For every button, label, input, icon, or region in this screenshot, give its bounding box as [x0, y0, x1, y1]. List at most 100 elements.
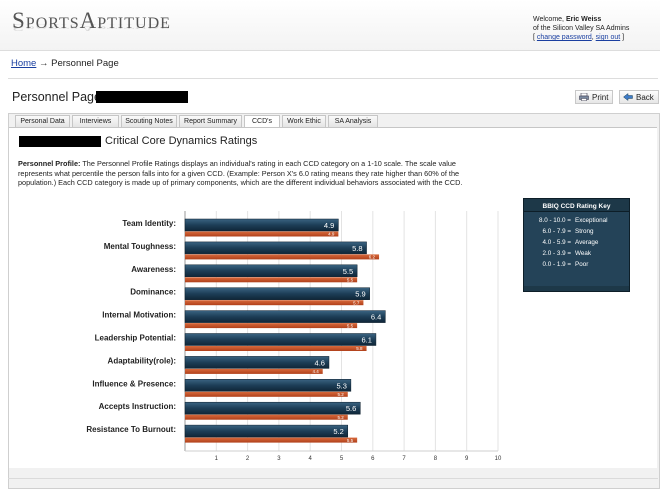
secondary-bar-value: 5.2: [337, 392, 344, 397]
organization-line: of the Silicon Valley SA Admins: [533, 25, 630, 32]
rating-label: Strong: [575, 228, 594, 235]
rating-label: Exceptional: [575, 217, 608, 224]
primary-bar: [184, 356, 330, 369]
tab-report-summary[interactable]: Report Summary: [179, 115, 242, 127]
secondary-bar-value: 5.2: [337, 415, 344, 420]
x-tick-label: 1: [215, 456, 219, 462]
category-label: Dominance:: [130, 288, 176, 297]
breadcrumb-divider: [8, 78, 658, 79]
primary-bar: [184, 264, 358, 278]
secondary-bar-value: 6.2: [369, 255, 376, 260]
rating-key-title: BBIQ CCD Rating Key: [542, 203, 611, 210]
breadcrumb-arrow: →: [38, 58, 49, 69]
primary-bar: [184, 379, 352, 392]
breadcrumb-home-link[interactable]: Home: [11, 58, 37, 69]
welcome-line: Welcome, Eric Weiss: [533, 15, 629, 24]
tab-work-ethic[interactable]: Work Ethic: [282, 115, 326, 127]
primary-bar: [184, 310, 386, 323]
secondary-bar: [185, 300, 364, 306]
x-tick-label: 7: [402, 456, 406, 462]
primary-bar-value: 5.6: [346, 404, 356, 413]
rating-label: Average: [575, 239, 599, 246]
secondary-bar: [185, 346, 367, 351]
tab-personal-data[interactable]: Personal Data: [15, 115, 70, 127]
print-label: Print: [592, 93, 609, 102]
back-arrow-icon: [623, 92, 633, 102]
rating-range: 0.0 - 1.9 =: [542, 261, 571, 268]
rating-range: 6.0 - 7.9 =: [542, 228, 571, 235]
personnel-profile-description: Personnel Profile: The Personnel Profile…: [18, 159, 473, 188]
x-tick-label: 8: [434, 456, 438, 462]
section-title: Critical Core Dynamics Ratings: [105, 135, 258, 147]
breadcrumb-current: Personnel Page: [51, 58, 119, 69]
back-button[interactable]: Back: [619, 90, 659, 104]
primary-bar-value: 4.9: [324, 221, 334, 230]
secondary-bar-value: 4.9: [328, 232, 335, 237]
rating-range: 2.0 - 3.9 =: [542, 250, 571, 257]
secondary-bar-value: 5.5: [347, 278, 354, 283]
category-label: Internal Motivation:: [102, 311, 176, 320]
welcome-prefix: Welcome,: [533, 16, 566, 23]
profile-text: The Personnel Profile Ratings displays a…: [18, 159, 463, 187]
secondary-bar: [185, 391, 348, 397]
rating-key-rows: 8.0 - 10.0 = Exceptional 6.0 - 7.9 = Stron…: [524, 211, 629, 286]
redacted-section-name: [19, 136, 101, 147]
primary-bar-value: 5.2: [333, 427, 343, 436]
secondary-bar: [185, 414, 348, 420]
site-header: SportsAptitude SportsAptitude Welcome, E…: [0, 0, 660, 51]
primary-bar-value: 4.6: [315, 358, 325, 367]
secondary-bar: [185, 323, 358, 329]
category-label: Adaptability(role):: [108, 356, 176, 365]
sportsaptitude-logo[interactable]: SportsAptitude: [12, 8, 171, 33]
category-label: Team Identity:: [122, 219, 176, 228]
tab-interviews[interactable]: Interviews: [72, 115, 119, 127]
rating-range: 8.0 - 10.0 =: [538, 217, 571, 224]
secondary-bar-value: 5.5: [347, 323, 354, 328]
x-tick-label: 2: [246, 456, 250, 462]
primary-bar-value: 6.1: [361, 336, 371, 345]
profile-label: Personnel Profile:: [18, 159, 81, 168]
page-title: Personnel Page:: [12, 90, 105, 104]
secondary-bar-value: 5.8: [356, 346, 363, 351]
primary-bar-value: 5.5: [343, 267, 353, 276]
x-tick-label: 9: [465, 456, 469, 462]
redacted-name: [96, 91, 188, 103]
tab-scouting-notes[interactable]: Scouting Notes: [121, 115, 177, 127]
x-tick-label: 6: [371, 456, 375, 462]
sign-out-link[interactable]: sign out: [595, 34, 621, 41]
secondary-bar-value: 5.5: [347, 438, 354, 443]
secondary-bar: [185, 277, 358, 283]
x-tick-label: 4: [309, 456, 313, 462]
secondary-bar: [185, 368, 323, 374]
secondary-bar: [185, 231, 339, 237]
tab-ccds[interactable]: CCD's: [244, 115, 280, 127]
primary-bar-value: 5.3: [336, 381, 346, 390]
rating-range: 4.0 - 5.9 =: [542, 239, 571, 246]
category-label: Influence & Presence:: [92, 379, 176, 388]
rating-label: Weak: [575, 250, 591, 257]
x-tick-label: 3: [277, 456, 281, 462]
x-tick-label: 10: [495, 456, 502, 462]
secondary-bar-value: 5.7: [353, 300, 360, 305]
rating-label: Poor: [575, 261, 589, 268]
primary-bar: [184, 241, 367, 255]
primary-bar-value: 5.8: [352, 244, 362, 253]
primary-bar: [184, 287, 370, 300]
breadcrumb: Home → Personnel Page: [11, 58, 119, 69]
primary-bar: [184, 333, 377, 346]
printer-icon: [579, 92, 589, 102]
secondary-bar: [185, 437, 358, 443]
primary-bar: [184, 401, 361, 415]
back-label: Back: [636, 93, 654, 102]
category-label: Accepts Instruction:: [99, 402, 176, 411]
rating-key-box: BBIQ CCD Rating Key 8.0 - 10.0 = Exceptio…: [523, 198, 630, 292]
category-label: Leadership Potential:: [95, 334, 176, 343]
category-label: Mental Toughness:: [104, 242, 176, 251]
tab-sa-analysis[interactable]: SA Analysis: [328, 115, 378, 127]
primary-bar: [184, 424, 349, 438]
category-label: Resistance To Burnout:: [86, 425, 176, 434]
print-button[interactable]: Print: [575, 90, 614, 104]
footer-divider: [8, 478, 658, 479]
change-password-link[interactable]: change password: [536, 34, 592, 41]
